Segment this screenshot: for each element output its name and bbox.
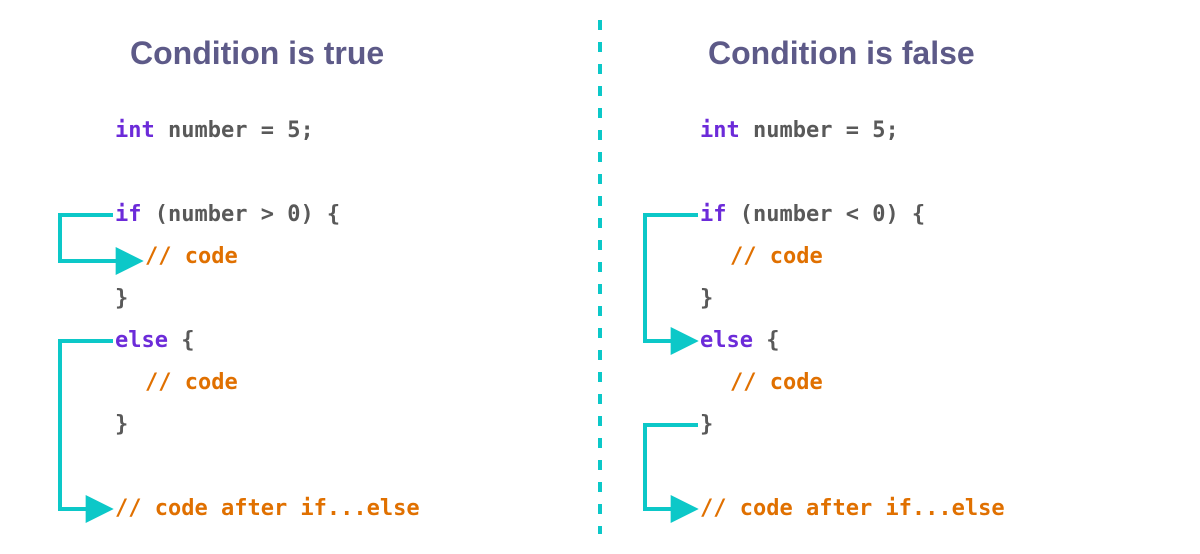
diagram-stage: Condition is true int number = 5; if (num… bbox=[0, 0, 1200, 554]
token-comment: // code bbox=[730, 244, 823, 269]
arrows-true bbox=[0, 0, 600, 554]
token-default: number = 5; bbox=[740, 118, 899, 143]
heading-false: Condition is false bbox=[708, 35, 975, 72]
token-default: } bbox=[115, 286, 128, 311]
code-line: } bbox=[700, 404, 713, 446]
code-line: // code bbox=[730, 236, 823, 278]
code-line: else { bbox=[115, 320, 194, 362]
arrows-false bbox=[600, 0, 1200, 554]
heading-true: Condition is true bbox=[130, 35, 384, 72]
code-line: } bbox=[115, 278, 128, 320]
token-comment: // code bbox=[145, 244, 238, 269]
token-keyword: else bbox=[700, 328, 753, 353]
panel-condition-false: Condition is false int number = 5; if (nu… bbox=[600, 0, 1200, 554]
token-keyword: if bbox=[115, 202, 142, 227]
code-line: int number = 5; bbox=[115, 110, 314, 152]
token-default: (number > 0) { bbox=[142, 202, 341, 227]
token-comment: // code bbox=[145, 370, 238, 395]
token-default: } bbox=[115, 412, 128, 437]
code-line: // code bbox=[145, 362, 238, 404]
code-line: if (number < 0) { bbox=[700, 194, 925, 236]
code-line: else { bbox=[700, 320, 779, 362]
code-line: // code after if...else bbox=[700, 488, 1005, 530]
code-line: // code after if...else bbox=[115, 488, 420, 530]
token-comment: // code after if...else bbox=[115, 496, 420, 521]
token-keyword: int bbox=[700, 118, 740, 143]
code-line: } bbox=[700, 278, 713, 320]
token-keyword: else bbox=[115, 328, 168, 353]
token-default: } bbox=[700, 286, 713, 311]
token-default: (number < 0) { bbox=[727, 202, 926, 227]
token-default: number = 5; bbox=[155, 118, 314, 143]
token-default: { bbox=[168, 328, 195, 353]
token-default: { bbox=[753, 328, 780, 353]
token-keyword: if bbox=[700, 202, 727, 227]
code-line: // code bbox=[730, 362, 823, 404]
token-comment: // code bbox=[730, 370, 823, 395]
flow-arrow bbox=[645, 215, 698, 341]
token-default: } bbox=[700, 412, 713, 437]
code-line: } bbox=[115, 404, 128, 446]
flow-arrow bbox=[60, 341, 113, 509]
token-comment: // code after if...else bbox=[700, 496, 1005, 521]
panel-condition-true: Condition is true int number = 5; if (num… bbox=[0, 0, 600, 554]
flow-arrow bbox=[645, 425, 698, 509]
token-keyword: int bbox=[115, 118, 155, 143]
code-line: // code bbox=[145, 236, 238, 278]
code-line: if (number > 0) { bbox=[115, 194, 340, 236]
code-line: int number = 5; bbox=[700, 110, 899, 152]
